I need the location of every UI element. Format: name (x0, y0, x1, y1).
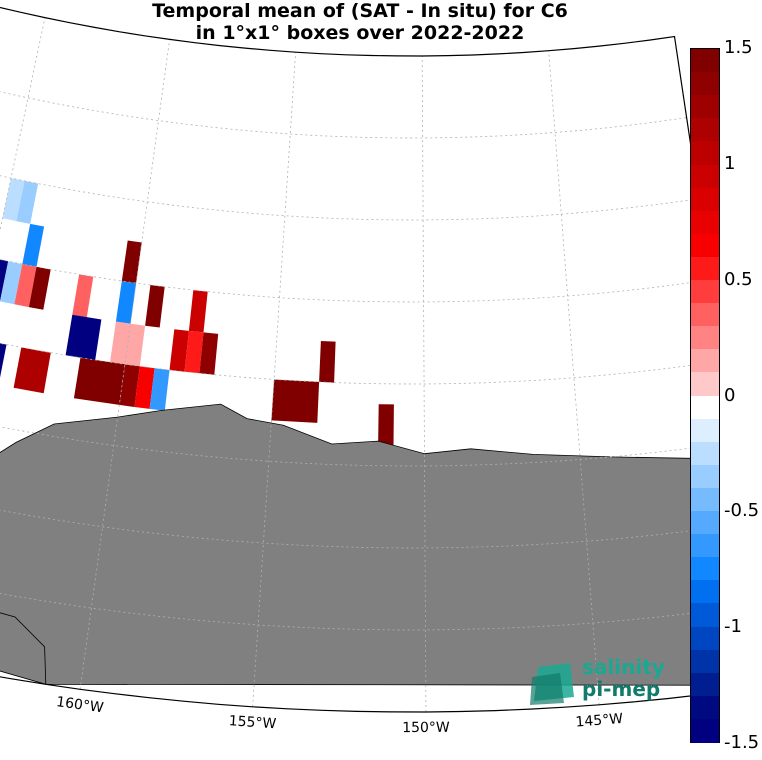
data-cell (115, 281, 137, 324)
lon-gridline (548, 50, 600, 705)
data-cell (271, 379, 320, 423)
colorbar-segment (691, 118, 719, 142)
colorbar (690, 48, 720, 743)
colorbar-segment (691, 210, 719, 235)
data-cell (16, 180, 39, 224)
colorbar-segment (691, 303, 719, 327)
title-line1: Temporal mean of (SAT - In situ) for C6 (152, 0, 568, 22)
colorbar-tick-label: -1 (724, 616, 742, 638)
lon-tick-label: 150°W (402, 720, 450, 736)
data-cell (110, 321, 146, 367)
data-cell (145, 285, 165, 328)
colorbar-tick-label: 0.5 (724, 268, 753, 290)
data-cell (0, 261, 23, 305)
data-cell (65, 314, 102, 360)
data-cell (14, 264, 37, 308)
lon-tick-label: 160°W (55, 694, 104, 716)
lon-tick-label: 145°W (575, 711, 624, 731)
lat-gridline (0, 175, 690, 221)
data-cell (13, 347, 51, 394)
data-cell (184, 330, 204, 374)
lon-gridline (79, 39, 171, 690)
data-cell (22, 223, 45, 267)
colorbar-segment (691, 464, 719, 489)
lon-gridline (0, 17, 46, 233)
lat-gridline (0, 509, 690, 549)
colorbar-tick-label: -0.5 (724, 500, 760, 522)
colorbar-segment (691, 187, 719, 212)
colorbar-segment (691, 626, 719, 651)
data-cell (73, 357, 125, 405)
colorbar-segment (691, 649, 719, 674)
lon-gridline (421, 55, 427, 712)
colorbar-segment (691, 511, 719, 535)
data-cell (378, 404, 394, 446)
colorbar-segment (691, 557, 719, 581)
title-line2: in 1°x1° boxes over 2022-2022 (195, 22, 525, 44)
lon-tick-label: 155°W (228, 713, 277, 732)
alaska-land (0, 403, 690, 686)
lat-gridline (0, 593, 690, 631)
colorbar-tick-label: 1.5 (724, 37, 753, 58)
colorbar-segment (691, 487, 719, 512)
colorbar-segment (691, 695, 719, 720)
lat-gridline (0, 259, 690, 303)
colorbar-segment (691, 672, 719, 697)
salinity-pimep-logo: salinity pi-mep (530, 655, 670, 705)
data-cell (28, 266, 51, 310)
colorbar-tick-label: 1 (724, 152, 736, 174)
map-plot: 64°N66°N68°N70°N72°N74°N76°N78°N80°N175°… (0, 6, 690, 736)
colorbar-segment (691, 372, 719, 397)
lat-gridline (0, 342, 690, 385)
colorbar-segment (691, 72, 719, 96)
lon-gridline (252, 52, 297, 707)
colorbar-segment (691, 603, 719, 628)
colorbar-segment (691, 141, 719, 166)
data-cell (134, 366, 155, 409)
colorbar-segment (691, 95, 719, 119)
colorbar-segment (691, 280, 719, 304)
lat-gridline (0, 426, 690, 467)
chart-title: Temporal mean of (SAT - In situ) for C6 … (0, 0, 720, 44)
colorbar-segment (691, 580, 719, 604)
data-cell (319, 341, 336, 383)
colorbar-segment (691, 49, 719, 73)
data-cell (188, 290, 208, 333)
colorbar-segment (691, 418, 719, 443)
data-cell (121, 240, 142, 284)
map-frame (0, 6, 690, 713)
seward-land (0, 612, 47, 685)
data-cell (119, 364, 140, 407)
colorbar-segment (691, 326, 719, 350)
colorbar-segment (691, 256, 719, 281)
data-cell (169, 329, 189, 372)
colorbar-tick-label: 0 (724, 384, 736, 406)
colorbar-tick-label: -1.5 (724, 732, 760, 753)
colorbar-segment (691, 164, 719, 189)
data-cell (0, 259, 9, 302)
logo-text-pimep: pi-mep (582, 677, 661, 701)
logo-icon (530, 663, 574, 705)
colorbar-segment (691, 441, 719, 466)
data-cell (0, 343, 7, 378)
colorbar-segment (691, 395, 719, 420)
colorbar-segment (691, 233, 719, 258)
data-cell (2, 178, 25, 222)
data-cell (149, 368, 170, 411)
logo-text-salinity: salinity (582, 655, 665, 679)
colorbar-segment (691, 349, 719, 373)
data-cell (199, 332, 219, 375)
colorbar-segment (691, 718, 719, 743)
data-cell (72, 274, 94, 318)
colorbar-segment (691, 534, 719, 558)
